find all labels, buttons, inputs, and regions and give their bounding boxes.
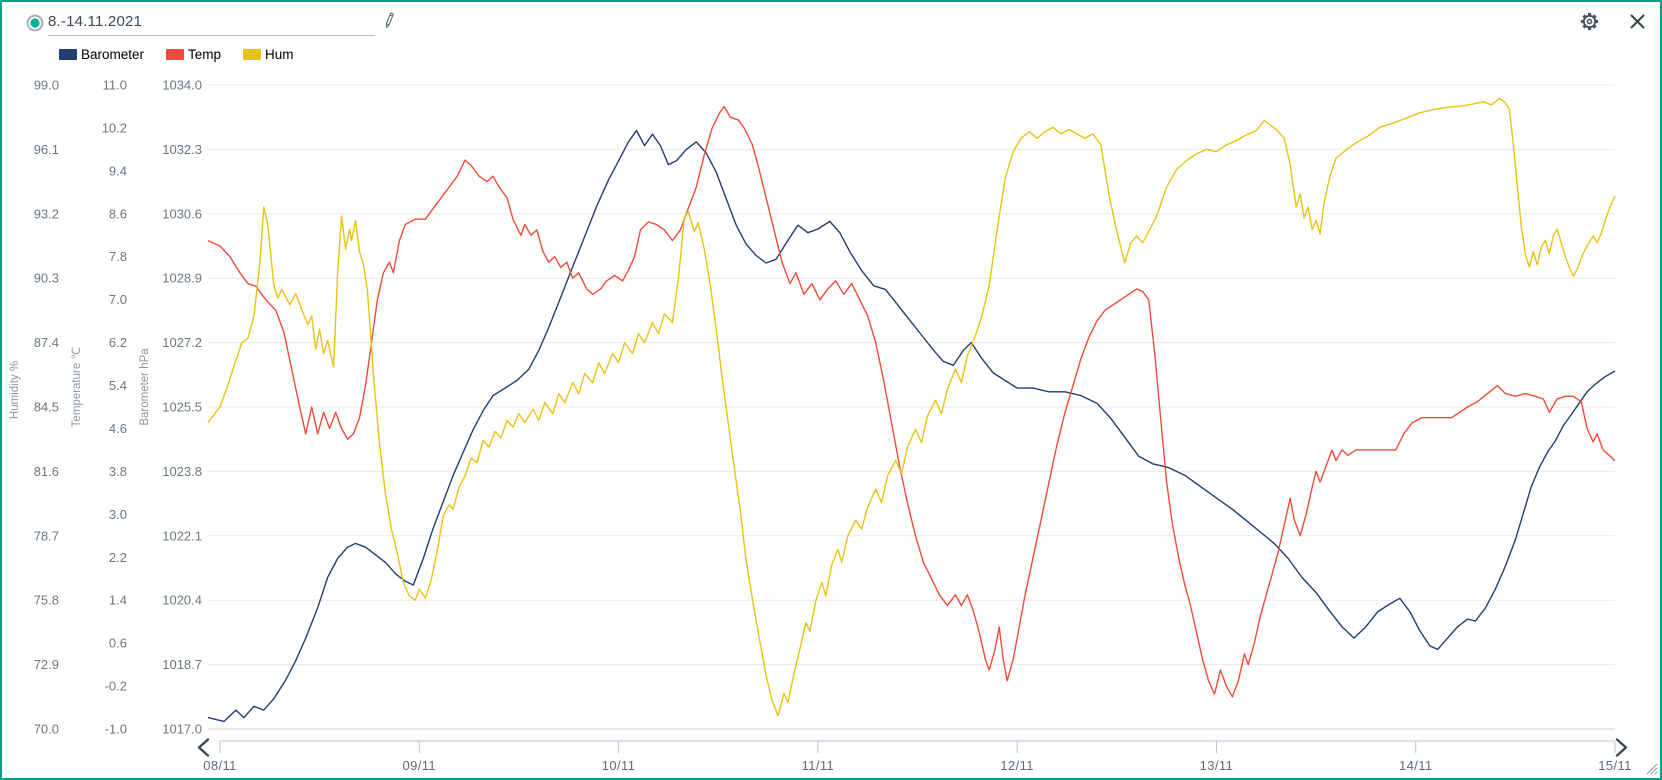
resize-handle-icon[interactable] <box>1646 763 1658 775</box>
humidity-tick-label: 78.7 <box>34 528 59 543</box>
humidity-tick-label: 87.4 <box>34 335 59 350</box>
humidity-tick-label: 72.9 <box>34 657 59 672</box>
series-lines <box>207 97 1616 723</box>
humidity-tick-label: 90.3 <box>34 271 59 286</box>
temperature-tick-label: 7.0 <box>109 292 127 307</box>
gridlines <box>208 84 1615 730</box>
legend-swatch-hum <box>243 49 262 60</box>
barometer-tick-label: 1028.9 <box>162 271 202 286</box>
chevron-left-icon[interactable] <box>197 738 210 757</box>
temperature-tick-label: 7.8 <box>109 249 127 264</box>
temperature-tick-label: 4.6 <box>109 421 127 436</box>
temperature-tick-label: 9.4 <box>109 163 127 178</box>
humidity-tick-label: 75.8 <box>34 593 59 608</box>
barometer-axis-title: Barometer hPa <box>139 348 151 426</box>
date-label: 13/11 <box>1200 758 1234 773</box>
barometer-tick-label: 1034.0 <box>162 78 202 93</box>
barometer-tick-label: 1025.5 <box>162 400 202 415</box>
temperature-tick-label: -0.2 <box>105 679 127 694</box>
temperature-tick-label: 10.2 <box>102 120 127 135</box>
temperature-tick-label: 5.4 <box>109 378 127 393</box>
legend-swatch-temp <box>166 49 185 60</box>
gear-icon[interactable] <box>1580 12 1599 31</box>
humidity-axis-title: Humidity % <box>9 361 21 419</box>
humidity-tick-label: 84.5 <box>34 400 59 415</box>
date-label: 09/11 <box>403 758 437 773</box>
legend-label-temp: Temp <box>188 47 222 62</box>
pencil-icon[interactable] <box>380 12 398 30</box>
barometer-tick-label: 1030.6 <box>162 206 202 221</box>
legend-label-hum: Hum <box>265 47 294 62</box>
series-line-barometer <box>207 129 1616 723</box>
x-axis: 08/11 09/11 10/11 11/11 12/11 13/11 14/11 15/11 <box>203 740 1632 773</box>
legend-item-temp[interactable]: Temp <box>166 47 221 62</box>
temperature-axis-title: Temperature ℃ <box>71 347 83 428</box>
date-range-input[interactable]: 8.-14.11.2021 <box>48 13 143 30</box>
barometer-tick-label: 1032.3 <box>162 142 202 157</box>
humidity-tick-label: 96.1 <box>34 142 59 157</box>
temperature-tick-label: 11.0 <box>103 78 127 93</box>
barometer-tick-label: 1027.2 <box>162 335 202 350</box>
humidity-tick-label: 99.0 <box>34 78 59 93</box>
barometer-tick-label: 1018.7 <box>162 657 202 672</box>
chevron-right-icon[interactable] <box>1615 738 1628 757</box>
temperature-tick-label: 6.2 <box>109 335 127 350</box>
series-line-temp <box>207 105 1616 698</box>
barometer-tick-label: 1023.8 <box>162 464 202 479</box>
date-label: 08/11 <box>203 758 237 773</box>
legend-item-barometer[interactable]: Barometer <box>59 47 144 62</box>
y-axis-labels: 99.0 96.1 93.2 90.3 87.4 84.5 81.6 78.7 75.8 72.9… <box>34 78 202 737</box>
date-label: 12/11 <box>1000 758 1034 773</box>
date-label: 11/11 <box>802 758 835 773</box>
legend-label-barometer: Barometer <box>81 47 145 62</box>
input-underline <box>48 35 375 36</box>
date-label: 15/11 <box>1598 758 1632 773</box>
barometer-tick-label: 1017.0 <box>162 722 202 737</box>
radio-selected-icon[interactable] <box>26 14 44 32</box>
humidity-tick-label: 93.2 <box>34 206 59 221</box>
temperature-tick-label: 2.2 <box>109 550 127 565</box>
date-label: 14/11 <box>1399 758 1433 773</box>
temperature-tick-label: -1.0 <box>105 722 127 737</box>
temperature-tick-label: 3.0 <box>109 507 127 522</box>
series-line-hum <box>207 97 1616 717</box>
legend-item-hum[interactable]: Hum <box>243 47 294 62</box>
humidity-tick-label: 70.0 <box>34 722 59 737</box>
barometer-tick-label: 1022.1 <box>162 528 202 543</box>
temperature-tick-label: 1.4 <box>109 593 127 608</box>
temperature-tick-label: 8.6 <box>109 206 127 221</box>
close-icon[interactable] <box>1630 14 1645 29</box>
legend-swatch-barometer <box>59 49 77 60</box>
legend: Barometer Temp Hum <box>59 47 294 62</box>
date-label: 10/11 <box>602 758 636 773</box>
temperature-tick-label: 3.8 <box>109 464 127 479</box>
humidity-tick-label: 81.6 <box>34 464 59 479</box>
temperature-tick-label: 0.6 <box>109 636 127 651</box>
barometer-tick-label: 1020.4 <box>162 593 202 608</box>
